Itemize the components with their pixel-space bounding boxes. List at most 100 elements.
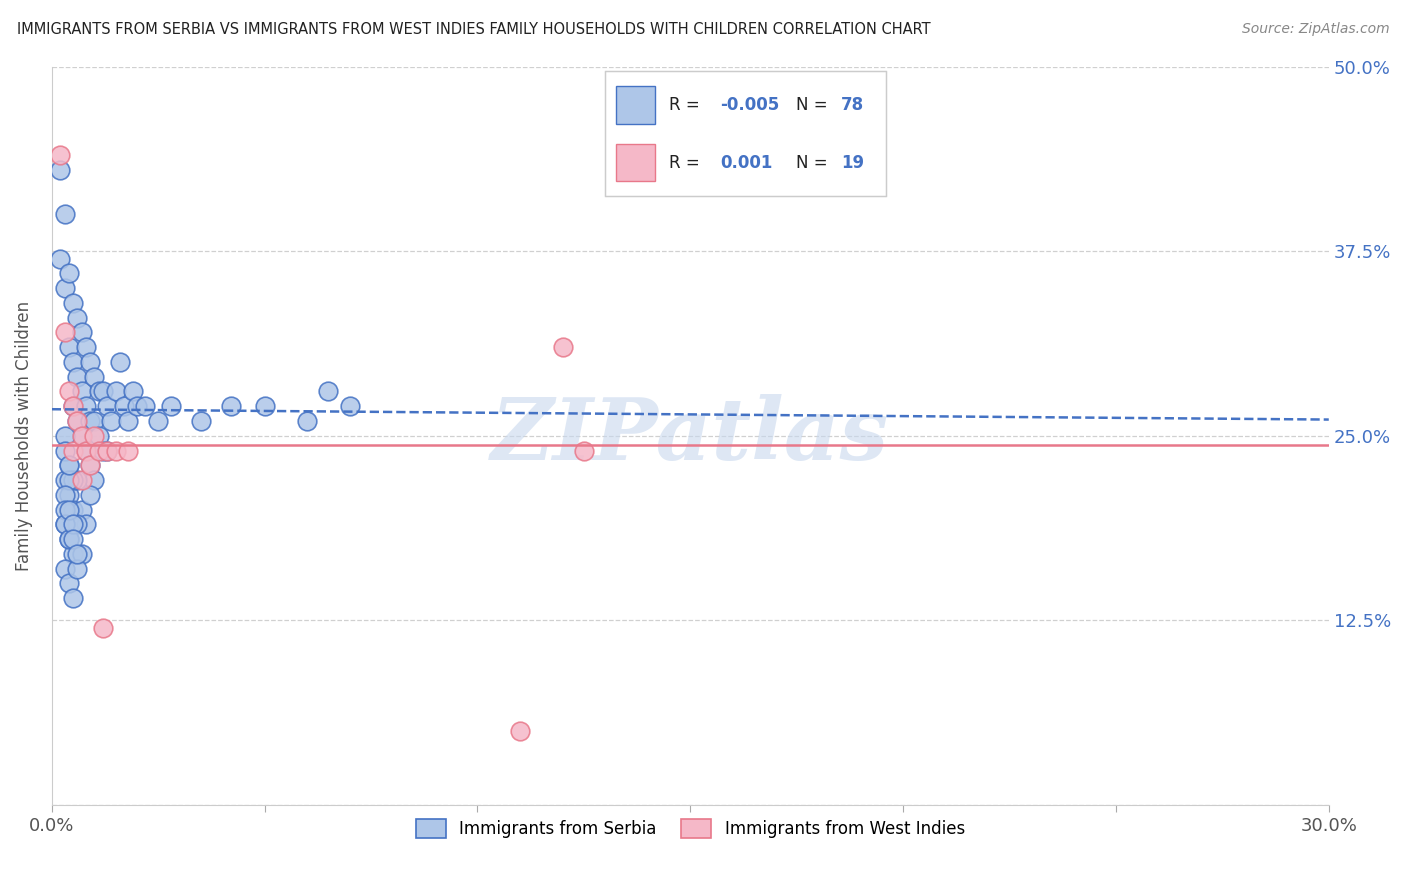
Point <box>75 443 97 458</box>
Point <box>62 443 84 458</box>
Point <box>62 399 84 413</box>
Point <box>53 326 76 340</box>
Point <box>83 473 105 487</box>
Point <box>112 399 135 413</box>
Point <box>62 399 84 413</box>
Bar <box>616 87 655 124</box>
Point <box>75 340 97 354</box>
Text: 19: 19 <box>841 153 863 171</box>
Point <box>75 443 97 458</box>
Point <box>58 458 80 473</box>
Bar <box>616 144 655 181</box>
Point <box>62 547 84 561</box>
Point <box>58 473 80 487</box>
Text: ZIPatlas: ZIPatlas <box>491 394 890 477</box>
Point <box>70 429 93 443</box>
Point <box>53 502 76 516</box>
Text: R =: R = <box>669 96 706 114</box>
Point <box>117 443 139 458</box>
Point <box>134 399 156 413</box>
Point <box>58 458 80 473</box>
Point <box>104 384 127 399</box>
Point <box>62 517 84 532</box>
Point <box>58 532 80 546</box>
Point <box>53 517 76 532</box>
Point <box>121 384 143 399</box>
Point <box>66 414 89 428</box>
Point <box>58 532 80 546</box>
Point <box>53 443 76 458</box>
Point <box>62 502 84 516</box>
Point <box>62 355 84 369</box>
Point <box>66 473 89 487</box>
Point <box>509 724 531 739</box>
Point <box>62 532 84 546</box>
Text: N =: N = <box>796 153 832 171</box>
Point <box>79 414 101 428</box>
Point <box>58 384 80 399</box>
Point <box>160 399 183 413</box>
Point <box>66 562 89 576</box>
Point <box>53 207 76 221</box>
Y-axis label: Family Households with Children: Family Households with Children <box>15 301 32 571</box>
Point <box>53 473 76 487</box>
Point <box>66 517 89 532</box>
Point <box>295 414 318 428</box>
Point <box>91 384 114 399</box>
Point <box>96 443 118 458</box>
Point <box>253 399 276 413</box>
Point <box>339 399 361 413</box>
Point <box>91 443 114 458</box>
Text: -0.005: -0.005 <box>720 96 779 114</box>
Text: 0.001: 0.001 <box>720 153 772 171</box>
Point <box>53 281 76 295</box>
Point <box>318 384 340 399</box>
Point <box>87 384 110 399</box>
Point <box>96 399 118 413</box>
Text: N =: N = <box>796 96 832 114</box>
Point <box>53 562 76 576</box>
Point <box>58 502 80 516</box>
Point <box>117 414 139 428</box>
Point <box>551 340 574 354</box>
Point <box>79 488 101 502</box>
Point <box>62 296 84 310</box>
Point <box>58 340 80 354</box>
Point <box>190 414 212 428</box>
Point <box>70 384 93 399</box>
Point <box>96 443 118 458</box>
Point <box>79 458 101 473</box>
Point <box>100 414 122 428</box>
Point <box>53 488 76 502</box>
Point <box>58 266 80 280</box>
Point <box>87 443 110 458</box>
Point <box>66 369 89 384</box>
Point <box>49 163 72 178</box>
Text: IMMIGRANTS FROM SERBIA VS IMMIGRANTS FROM WEST INDIES FAMILY HOUSEHOLDS WITH CHI: IMMIGRANTS FROM SERBIA VS IMMIGRANTS FRO… <box>17 22 931 37</box>
Text: 78: 78 <box>841 96 863 114</box>
Point <box>79 355 101 369</box>
Point <box>219 399 242 413</box>
Point <box>91 621 114 635</box>
Point <box>70 326 93 340</box>
Point <box>104 443 127 458</box>
Point <box>70 429 93 443</box>
Point <box>79 458 101 473</box>
Point <box>75 399 97 413</box>
Point <box>83 429 105 443</box>
Point <box>66 310 89 325</box>
Point <box>62 591 84 606</box>
Point <box>83 369 105 384</box>
Point <box>53 429 76 443</box>
Text: R =: R = <box>669 153 706 171</box>
Point <box>125 399 148 413</box>
Point <box>75 517 97 532</box>
Point <box>70 502 93 516</box>
Point <box>87 429 110 443</box>
Point <box>70 547 93 561</box>
Legend: Immigrants from Serbia, Immigrants from West Indies: Immigrants from Serbia, Immigrants from … <box>409 812 972 845</box>
Point <box>62 473 84 487</box>
Point <box>70 473 93 487</box>
Point <box>58 488 80 502</box>
Point <box>66 547 89 561</box>
